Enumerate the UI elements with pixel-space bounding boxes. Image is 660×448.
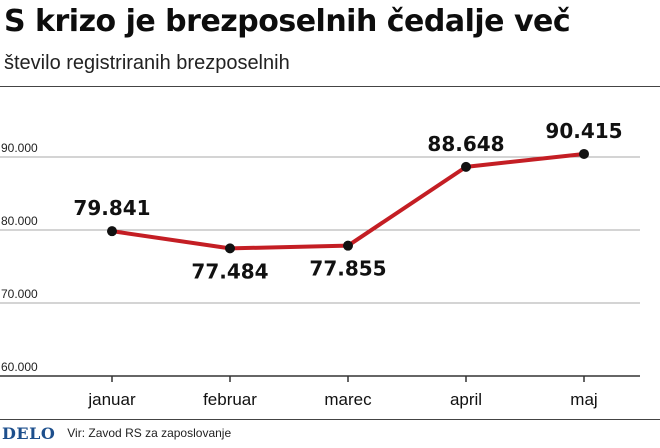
x-tick-label: januar	[87, 390, 136, 409]
chart-subtitle: število registriranih brezposelnih	[4, 52, 290, 74]
x-tick-label: april	[450, 390, 482, 409]
delo-logo: DELO	[2, 423, 56, 443]
bottom-rule	[0, 419, 660, 420]
y-tick-label: 60.000	[1, 360, 38, 374]
chart-title: S krizo je brezposelnih čedalje več	[4, 4, 571, 39]
data-point	[343, 240, 353, 251]
x-tick-label: marec	[324, 390, 372, 409]
data-label: 90.415	[545, 119, 622, 143]
series-line	[110, 151, 586, 251]
x-tick-label: februar	[203, 390, 257, 409]
data-point	[461, 161, 471, 172]
top-rule	[0, 86, 660, 87]
data-label: 88.648	[427, 132, 504, 156]
x-tick-label: maj	[570, 390, 597, 409]
source-note: Vir: Zavod RS za zaposlovanje	[67, 426, 232, 440]
y-tick-label: 70.000	[1, 287, 38, 301]
data-label: 79.841	[73, 196, 150, 220]
line-chart: 60.000 70.000 80.000 90.000 januar februar mar…	[0, 119, 640, 409]
y-tick-label: 80.000	[1, 214, 38, 228]
data-point	[107, 226, 117, 237]
data-label: 77.855	[309, 257, 386, 281]
data-label: 77.484	[191, 259, 268, 283]
footer: DELO Vir: Zavod RS za zaposlovanje	[0, 421, 231, 445]
data-point	[225, 243, 235, 254]
data-point	[579, 148, 589, 159]
y-tick-label: 90.000	[1, 141, 38, 155]
